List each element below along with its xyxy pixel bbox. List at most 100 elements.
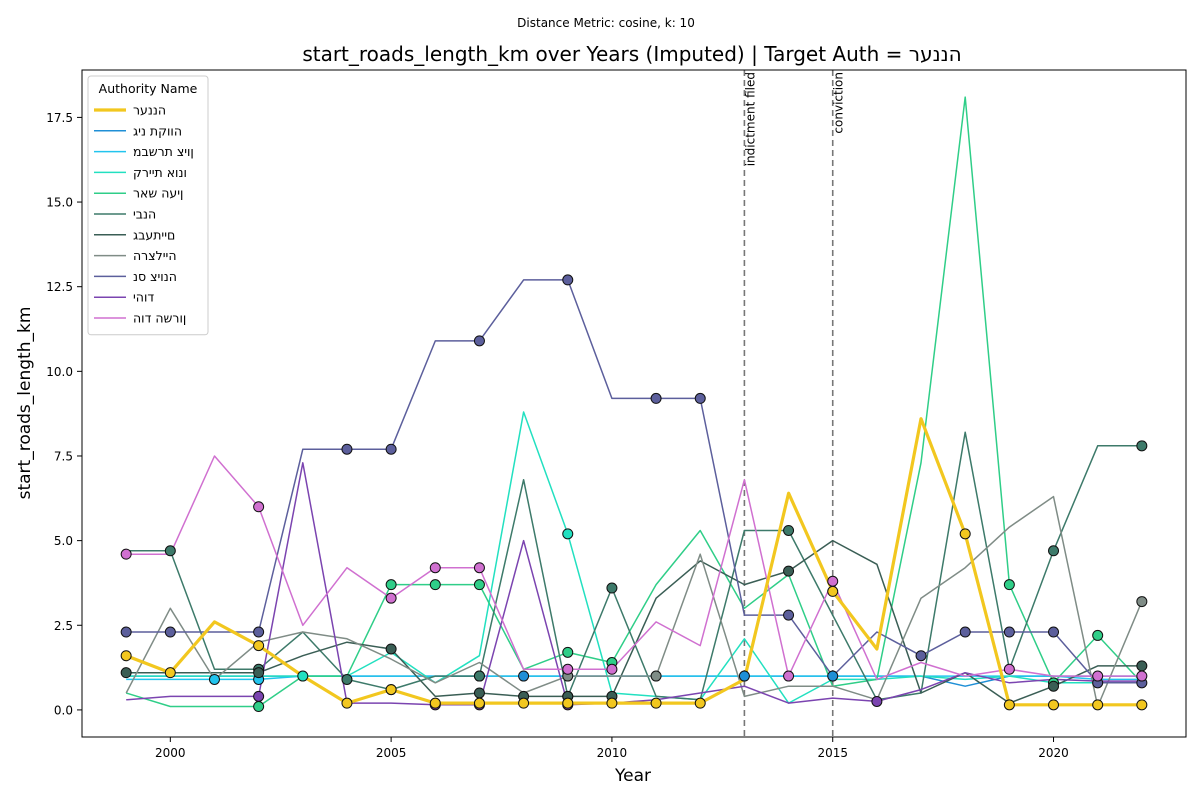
- series-line: [126, 539, 1142, 704]
- data-point: [1048, 699, 1060, 711]
- data-point: [473, 697, 485, 709]
- data-point: [429, 562, 441, 574]
- data-point: [606, 663, 618, 675]
- data-point: [253, 501, 265, 513]
- data-point: [1136, 596, 1148, 608]
- legend-entry: ןויצ תרשבמ: [133, 144, 194, 159]
- y-tick-label: 15.0: [46, 196, 73, 210]
- series-line: [126, 462, 1142, 706]
- data-point: [473, 579, 485, 591]
- data-point: [827, 585, 839, 597]
- data-point: [385, 443, 397, 455]
- axes-frame: [81, 69, 1187, 738]
- data-point: [518, 697, 530, 709]
- legend-box: [87, 75, 209, 336]
- x-tick-label: 2010: [597, 746, 628, 760]
- data-point: [253, 701, 265, 713]
- y-tick-label: 0.0: [54, 703, 73, 717]
- data-point: [253, 640, 265, 652]
- data-point: [1092, 699, 1104, 711]
- data-point: [650, 392, 662, 404]
- data-point: [1136, 699, 1148, 711]
- legend-entry: ןורשה דוה: [133, 311, 186, 326]
- data-point: [341, 697, 353, 709]
- y-axis-label: start_roads_length_km: [15, 307, 35, 500]
- data-point: [473, 687, 485, 699]
- data-point: [606, 697, 618, 709]
- data-point: [164, 545, 176, 557]
- series-line: [125, 417, 1142, 707]
- data-point: [1136, 660, 1148, 672]
- data-point: [253, 667, 265, 679]
- data-point: [120, 548, 132, 560]
- data-point: [694, 392, 706, 404]
- data-point: [253, 690, 265, 702]
- x-tick-label: 2020: [1038, 746, 1069, 760]
- data-point: [1048, 626, 1060, 638]
- data-point: [562, 663, 574, 675]
- y-tick-label: 12.5: [46, 280, 73, 294]
- data-point: [915, 650, 927, 662]
- series-line: [126, 455, 1142, 681]
- series-line: [126, 279, 1142, 684]
- data-point: [562, 646, 574, 658]
- data-point: [385, 643, 397, 655]
- data-point: [562, 274, 574, 286]
- legend-entry: הנויצ סנ: [133, 269, 177, 284]
- legend-entry: ןיעה שאר: [133, 186, 183, 201]
- data-point: [1092, 629, 1104, 641]
- series-line: [126, 411, 1142, 704]
- legend-entry: דוהי: [133, 290, 154, 305]
- series-line: [125, 495, 1143, 708]
- data-point: [208, 673, 220, 685]
- data-point: [1003, 626, 1015, 638]
- legend-entry: הננער: [133, 103, 166, 118]
- data-point: [1003, 699, 1015, 711]
- legend-entry: הנבי: [133, 207, 156, 222]
- data-point: [429, 697, 441, 709]
- x-tick-label: 2015: [817, 746, 848, 760]
- y-tick-label: 2.5: [54, 619, 73, 633]
- data-point: [518, 670, 530, 682]
- chart-suptitle: Distance Metric: cosine, k: 10: [517, 16, 695, 30]
- chart-title: start_roads_length_km over Years (Impute…: [302, 42, 961, 66]
- data-point: [562, 697, 574, 709]
- data-point: [783, 524, 795, 536]
- data-point: [473, 670, 485, 682]
- legend-entry: םייתעבג: [133, 227, 175, 242]
- data-point: [164, 626, 176, 638]
- data-point: [871, 695, 883, 707]
- legend-entry: היילצרה: [133, 248, 177, 263]
- data-point: [120, 626, 132, 638]
- x-tick-label: 2000: [155, 746, 186, 760]
- data-point: [650, 697, 662, 709]
- y-tick-label: 5.0: [54, 534, 73, 548]
- data-point: [164, 667, 176, 679]
- data-point: [341, 673, 353, 685]
- data-point: [120, 667, 132, 679]
- data-point: [1003, 663, 1015, 675]
- data-point: [297, 670, 309, 682]
- data-point: [827, 670, 839, 682]
- event-label: conviction: [832, 72, 846, 134]
- plot-area: 2000 2005 2010 2015 2020 0.0 2.5 5.0 7.5 10.0 12.5…: [46, 69, 1187, 760]
- series-line: [126, 431, 1142, 701]
- data-point: [473, 562, 485, 574]
- data-point: [694, 697, 706, 709]
- data-point: [783, 565, 795, 577]
- data-point: [1092, 670, 1104, 682]
- data-point: [827, 575, 839, 587]
- data-point: [959, 528, 971, 540]
- legend: Authority Name הננער הווקת ניג ןויצ תרשבמ ונ…: [87, 75, 209, 336]
- data-point: [959, 626, 971, 638]
- data-point: [1003, 579, 1015, 591]
- data-point: [385, 684, 397, 696]
- data-point: [606, 582, 618, 594]
- legend-entry: הווקת ניג: [133, 123, 182, 138]
- data-point: [341, 443, 353, 455]
- x-tick-label: 2005: [376, 746, 407, 760]
- legend-title: Authority Name: [99, 81, 198, 96]
- data-point: [253, 626, 265, 638]
- y-tick-label: 17.5: [46, 111, 73, 125]
